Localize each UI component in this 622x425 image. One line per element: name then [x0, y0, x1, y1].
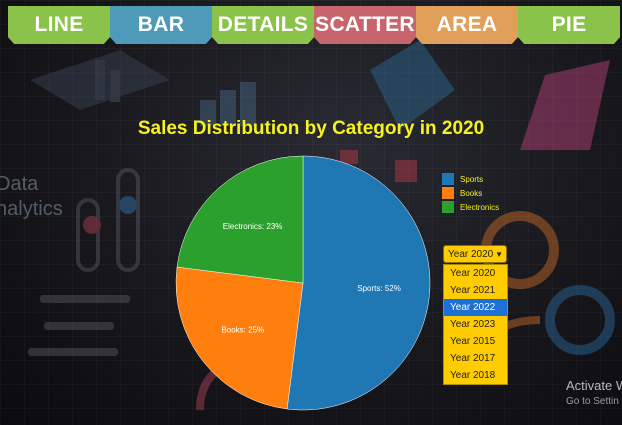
- svg-text:nalytics: nalytics: [0, 198, 63, 220]
- chart-legend: Sports Books Electronics: [442, 172, 499, 214]
- tab-line[interactable]: LINE: [8, 6, 110, 44]
- year-option[interactable]: Year 2020: [450, 268, 496, 279]
- pie-slice-label: Electronics: 23%: [223, 222, 283, 231]
- tab-scatter[interactable]: SCATTER: [314, 6, 416, 44]
- tab-pie[interactable]: PIE: [518, 6, 620, 44]
- year-option[interactable]: Year 2023: [450, 319, 496, 330]
- legend-item-sports[interactable]: Sports: [442, 172, 499, 186]
- year-option[interactable]: Year 2021: [450, 285, 496, 296]
- year-select-value: Year 2020: [448, 248, 494, 260]
- year-dropdown-list: Year 2020 Year 2021 Year 2022 Year 2023 …: [443, 264, 508, 385]
- legend-item-electronics[interactable]: Electronics: [442, 200, 499, 214]
- pie-slice-books[interactable]: [175, 266, 304, 410]
- tab-bar[interactable]: BAR: [110, 6, 212, 44]
- year-option[interactable]: Year 2015: [450, 336, 496, 347]
- tab-details[interactable]: DETAILS: [212, 6, 314, 44]
- legend-swatch: [442, 201, 454, 213]
- legend-label: Books: [460, 188, 483, 198]
- pie-slice-sports[interactable]: [286, 155, 431, 411]
- year-option[interactable]: Year 2018: [450, 370, 496, 381]
- legend-swatch: [442, 173, 454, 185]
- legend-swatch: [442, 187, 454, 199]
- windows-activation-watermark: Activate W: [566, 378, 622, 393]
- chart-title: Sales Distribution by Category in 2020: [137, 118, 485, 139]
- windows-activation-subtext: Go to Settin: [566, 396, 619, 407]
- year-option[interactable]: Year 2022: [444, 299, 507, 316]
- year-option[interactable]: Year 2017: [450, 353, 496, 364]
- legend-item-books[interactable]: Books: [442, 186, 499, 200]
- pie-slice-label: Books: 25%: [221, 326, 264, 335]
- legend-label: Sports: [460, 174, 484, 184]
- pie-slice-label: Sports: 52%: [357, 284, 401, 293]
- legend-label: Electronics: [460, 202, 500, 212]
- year-select[interactable]: Year 2020 ▼: [443, 245, 507, 263]
- chevron-down-icon: ▼: [495, 249, 503, 259]
- tab-area[interactable]: AREA: [416, 6, 518, 44]
- chart-type-tabs: LINE BAR DETAILS SCATTER AREA PIE: [8, 6, 622, 44]
- svg-text:Data: Data: [0, 173, 39, 195]
- pie-slice-electronics[interactable]: [176, 155, 304, 284]
